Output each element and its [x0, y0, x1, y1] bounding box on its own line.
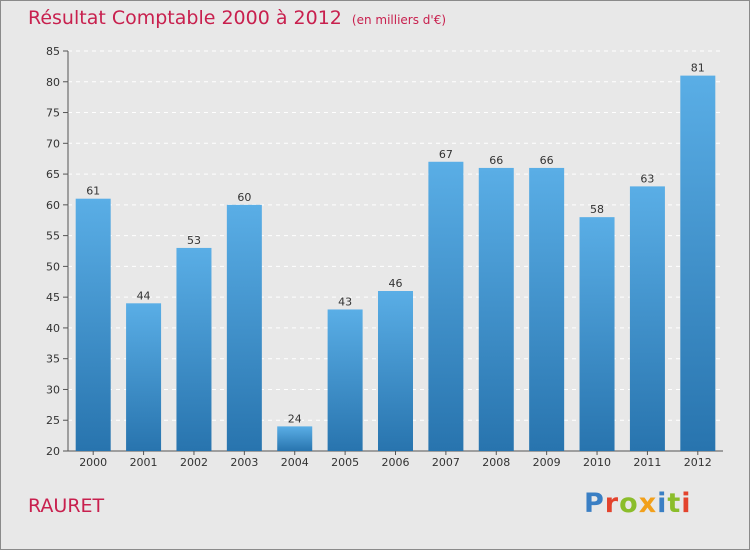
logo-letter: i — [681, 488, 692, 519]
x-tick-label: 2011 — [633, 456, 661, 469]
data-label: 43 — [338, 295, 352, 308]
commune-name: RAURET — [28, 495, 105, 517]
y-tick-label: 55 — [46, 230, 60, 243]
bar — [126, 303, 162, 451]
bar — [629, 186, 665, 451]
y-tick-label: 80 — [46, 76, 60, 89]
bar — [75, 198, 111, 451]
y-tick-label: 35 — [46, 353, 60, 366]
logo-letter: t — [667, 488, 682, 519]
logo-letter: r — [604, 488, 620, 519]
data-label: 24 — [288, 412, 302, 425]
x-tick-label: 2001 — [130, 456, 158, 469]
x-tick-label: 2012 — [684, 456, 712, 469]
chart-title: Résultat Comptable 2000 à 2012 (en millie… — [28, 7, 446, 29]
y-tick-label: 30 — [46, 383, 60, 396]
logo-letter: o — [619, 488, 639, 519]
y-tick-label: 75 — [46, 107, 60, 120]
logo-letter: i — [657, 488, 668, 519]
x-tick-label: 2007 — [432, 456, 460, 469]
y-tick-label: 40 — [46, 322, 60, 335]
bar — [428, 161, 464, 451]
y-tick-label: 65 — [46, 168, 60, 181]
x-tick-label: 2003 — [230, 456, 258, 469]
proxiti-logo: Proxiti — [584, 488, 692, 519]
data-label: 63 — [640, 172, 654, 185]
bar — [176, 247, 212, 451]
x-tick-label: 2005 — [331, 456, 359, 469]
data-label: 53 — [187, 234, 201, 247]
y-tick-label: 85 — [46, 45, 60, 58]
x-tick-label: 2004 — [281, 456, 309, 469]
y-tick-label: 60 — [46, 199, 60, 212]
y-tick-label: 45 — [46, 291, 60, 304]
data-label: 67 — [439, 148, 453, 161]
x-tick-label: 2000 — [79, 456, 107, 469]
logo-letter: x — [638, 488, 658, 519]
data-label: 58 — [590, 203, 604, 216]
bar — [378, 291, 413, 451]
data-label: 60 — [237, 191, 251, 204]
x-tick-label: 2009 — [533, 456, 561, 469]
bar — [529, 167, 565, 451]
bar — [327, 309, 363, 451]
data-label: 81 — [691, 62, 705, 75]
bar — [277, 426, 313, 451]
x-tick-label: 2002 — [180, 456, 208, 469]
x-tick-label: 2010 — [583, 456, 611, 469]
bar — [680, 75, 716, 451]
data-label: 44 — [137, 289, 151, 302]
x-tick-label: 2008 — [482, 456, 510, 469]
data-label: 66 — [540, 154, 554, 167]
data-label: 46 — [389, 277, 403, 290]
chart-title-unit: (en milliers d'€) — [351, 13, 447, 27]
x-tick-label: 2006 — [382, 456, 410, 469]
bar — [478, 167, 514, 451]
bar — [226, 204, 262, 451]
chart-title-main: Résultat Comptable 2000 à 2012 — [28, 7, 342, 29]
y-tick-label: 70 — [46, 137, 60, 150]
y-tick-label: 50 — [46, 260, 60, 273]
y-tick-label: 25 — [46, 414, 60, 427]
bar — [579, 217, 615, 451]
data-label: 61 — [86, 185, 100, 198]
data-label: 66 — [489, 154, 503, 167]
y-tick-label: 20 — [46, 445, 60, 458]
logo-letter: P — [584, 488, 605, 519]
